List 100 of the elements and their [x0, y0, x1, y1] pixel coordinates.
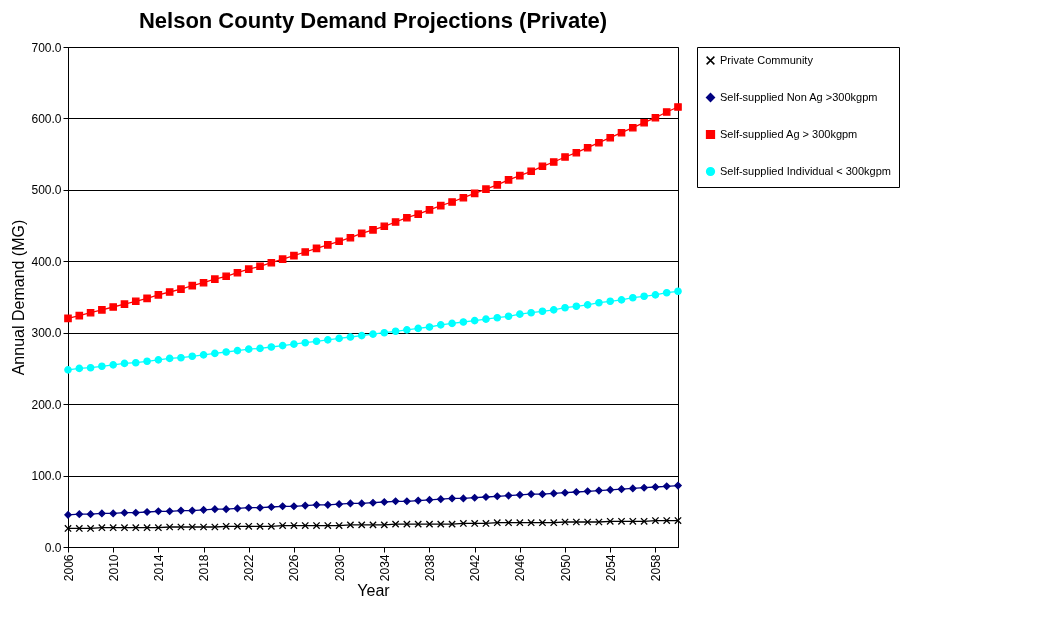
point: [493, 492, 502, 501]
point: [572, 302, 581, 311]
point: [482, 519, 490, 528]
point: [538, 162, 547, 171]
point: [572, 518, 581, 526]
point: [222, 272, 230, 281]
point: [256, 262, 264, 271]
point: [267, 258, 276, 267]
point: [583, 487, 592, 496]
point: [617, 296, 626, 304]
point: [143, 294, 151, 303]
point: [436, 201, 445, 210]
point: [154, 507, 163, 516]
point: [98, 523, 106, 532]
point: [640, 483, 648, 492]
x-tick-label: 2022: [242, 554, 257, 582]
point: [324, 521, 332, 530]
point: [324, 336, 332, 344]
point: [403, 326, 411, 334]
point: [606, 133, 615, 142]
y-axis-title: Annual Demand (MG): [10, 219, 28, 376]
point: [504, 518, 513, 527]
point: [165, 523, 174, 531]
point: [222, 348, 230, 356]
point: [651, 483, 660, 491]
point: [448, 198, 456, 206]
point: [369, 330, 377, 338]
x-tick-label: 2030: [332, 554, 347, 582]
y-tick-label: 400.0: [31, 254, 62, 269]
point: [109, 361, 117, 369]
point: [583, 301, 592, 309]
legend-label: Private Community: [720, 53, 814, 66]
chart-title: Nelson County Demand Projections (Private): [138, 8, 608, 33]
point: [301, 248, 310, 256]
point: [188, 352, 197, 361]
point: [380, 521, 389, 529]
x-tick-label: 2050: [558, 554, 573, 582]
point: [335, 237, 343, 246]
point: [188, 281, 197, 290]
point: [549, 489, 558, 498]
point: [493, 313, 502, 322]
point: [86, 510, 95, 518]
point: [75, 510, 84, 518]
point: [403, 213, 411, 222]
point: [459, 193, 468, 202]
point: [448, 319, 456, 328]
point: [516, 310, 524, 318]
point: [75, 524, 84, 533]
point: [131, 508, 140, 517]
point: [617, 517, 626, 526]
point: [357, 521, 366, 529]
point: [369, 226, 377, 234]
point: [86, 308, 95, 317]
point: [391, 218, 400, 226]
point: [538, 307, 547, 316]
point: [357, 229, 366, 238]
point: [380, 328, 389, 337]
point: [516, 171, 524, 180]
point: [606, 297, 615, 306]
point: [414, 496, 422, 505]
x-tick-label: 2058: [648, 554, 663, 582]
point: [561, 153, 569, 161]
point: [120, 300, 129, 308]
point: [595, 138, 603, 147]
point: [436, 495, 445, 503]
point: [244, 503, 253, 512]
point: [199, 351, 208, 359]
legend-label: Self-supplied Individual < 300kgpm: [720, 164, 891, 177]
point: [165, 288, 174, 296]
point: [177, 353, 185, 362]
point: [436, 321, 445, 329]
point: [527, 490, 535, 498]
point: [549, 306, 558, 314]
point: [651, 291, 660, 299]
point: [470, 519, 479, 528]
point: [188, 523, 197, 531]
point: [120, 359, 129, 368]
point: [64, 314, 72, 323]
point: [459, 494, 468, 503]
y-tick-label: 700.0: [31, 40, 62, 55]
point: [482, 493, 490, 501]
point: [595, 486, 603, 495]
point: [549, 158, 558, 166]
point: [256, 503, 264, 512]
point: [357, 499, 366, 508]
point: [131, 358, 140, 367]
point: [301, 338, 310, 347]
x-axis-title: Year: [357, 582, 391, 600]
point: [64, 366, 72, 374]
point: [290, 502, 298, 511]
point: [414, 324, 422, 333]
point: [211, 505, 219, 513]
x-tick-label: 2014: [151, 554, 166, 582]
point: [75, 364, 84, 373]
point: [482, 315, 490, 323]
point: [470, 493, 479, 502]
point: [98, 306, 106, 314]
legend-label: Self-supplied Non Ag >300kgpm: [720, 90, 878, 103]
point: [75, 311, 84, 320]
point: [425, 323, 434, 331]
